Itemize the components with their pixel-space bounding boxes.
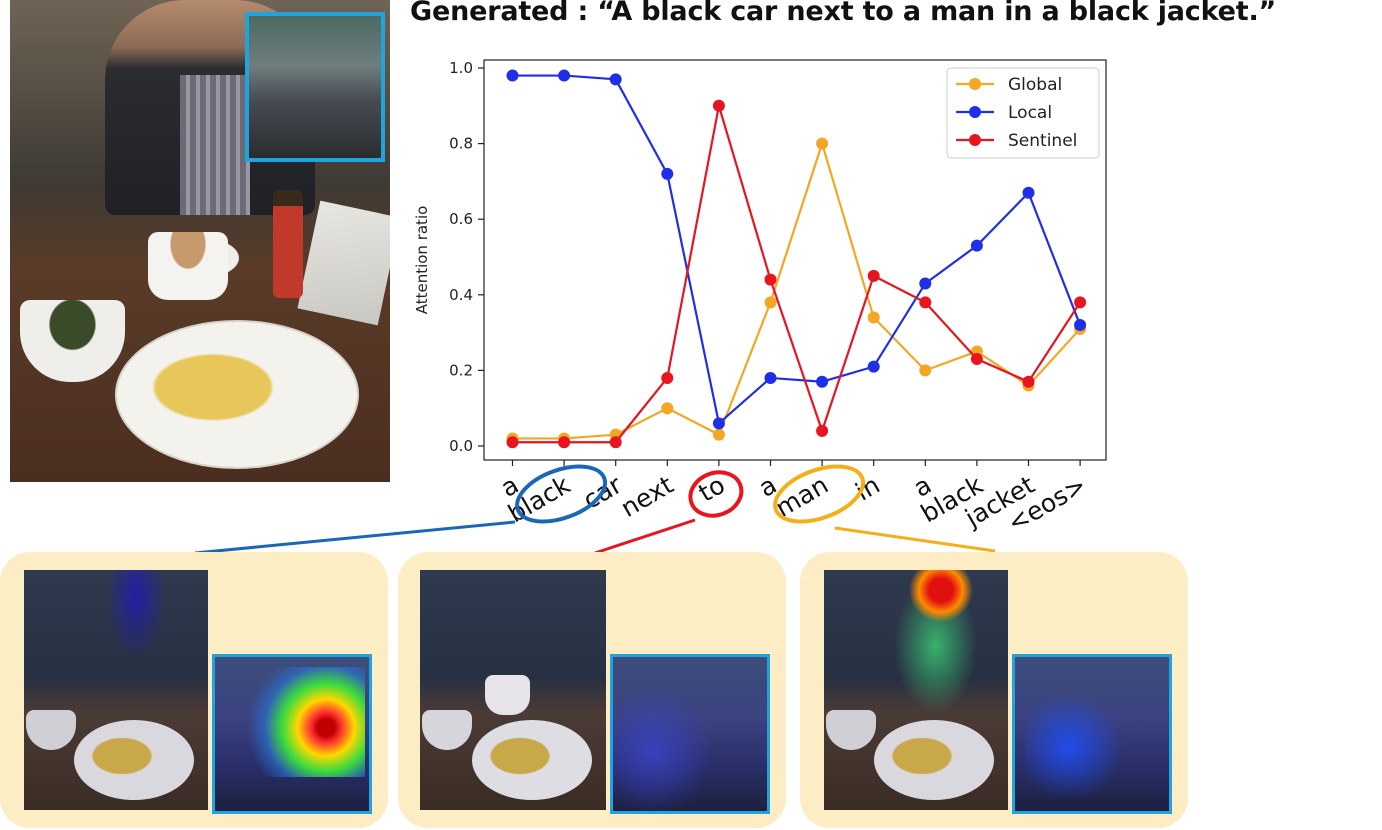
legend-label: Local — [1008, 103, 1052, 123]
y-tick-label: 0.2 — [449, 361, 473, 379]
panel-black-word — [0, 552, 388, 828]
data-point-local — [816, 375, 829, 388]
legend-marker — [969, 78, 981, 90]
legend-label: Global — [1008, 75, 1062, 95]
striped-shirt — [180, 75, 250, 215]
hot-sauce-bottle — [273, 190, 303, 298]
data-point-local — [919, 277, 932, 290]
data-point-local — [970, 239, 983, 252]
coffee-cup — [148, 232, 228, 300]
legend-frame — [946, 67, 1100, 159]
data-point-local — [712, 417, 725, 430]
data-point-sentinel — [609, 436, 622, 449]
x-tick-label: next — [616, 470, 679, 523]
y-tick-label: 0.6 — [449, 210, 473, 228]
series-line-local — [512, 74, 1082, 426]
panel-man-word — [800, 552, 1188, 828]
data-point-local — [764, 371, 777, 384]
y-tick-label: 0.0 — [449, 437, 473, 455]
global-attention-thumb — [824, 570, 1008, 810]
x-tick-label: to — [694, 470, 730, 508]
y-tick-label: 0.8 — [449, 135, 473, 153]
data-point-local — [1022, 186, 1035, 199]
data-point-global — [816, 137, 829, 150]
series-layer — [506, 69, 1087, 449]
data-point-sentinel — [867, 269, 880, 282]
data-point-local — [1074, 319, 1087, 332]
word-highlights — [515, 464, 866, 524]
data-point-global — [661, 402, 674, 415]
data-point-local — [867, 360, 880, 373]
data-point-sentinel — [661, 371, 674, 384]
data-point-sentinel — [816, 424, 829, 437]
word-highlight-circle — [773, 464, 866, 524]
legend-marker — [969, 134, 981, 146]
data-point-local — [558, 69, 571, 82]
local-attention-thumb — [212, 654, 372, 814]
data-point-local — [506, 69, 519, 82]
plot-area-frame — [483, 59, 1107, 461]
data-point-sentinel — [558, 436, 571, 449]
data-point-global — [764, 296, 777, 309]
y-tick-label: 1.0 — [449, 59, 473, 77]
global-attention-thumb — [24, 570, 208, 810]
data-point-global — [919, 364, 932, 377]
data-point-sentinel — [1074, 296, 1087, 309]
data-point-sentinel — [506, 436, 519, 449]
data-point-sentinel — [919, 296, 932, 309]
data-point-sentinel — [970, 353, 983, 366]
car-region-box — [245, 12, 385, 162]
data-point-sentinel — [764, 273, 777, 286]
y-axis: 0.0 0.2 0.4 0.6 0.8 1.0 — [449, 59, 484, 455]
local-attention-thumb — [1012, 654, 1172, 814]
series-line-sentinel — [512, 105, 1082, 444]
generated-caption: Generated : “A black car next to a man i… — [410, 0, 1277, 27]
panel-to-word — [398, 552, 786, 828]
data-point-local — [661, 167, 674, 180]
word-highlight-circle — [515, 464, 608, 524]
legend-marker — [969, 106, 981, 118]
y-tick-label: 0.4 — [449, 286, 473, 304]
data-point-global — [867, 311, 880, 324]
series-line-global — [512, 139, 1081, 440]
data-point-sentinel — [1022, 375, 1035, 388]
legend-label: Sentinel — [1008, 131, 1077, 151]
global-attention-thumb — [420, 570, 606, 810]
data-point-local — [609, 73, 622, 86]
side-bowl — [20, 300, 125, 382]
local-attention-thumb — [610, 654, 770, 814]
data-point-global — [712, 428, 725, 441]
y-axis-label: Attention ratio — [413, 206, 431, 315]
breakfast-plate — [115, 320, 359, 469]
word-highlight-circle — [688, 470, 744, 518]
legend: Global Local Sentinel — [946, 67, 1100, 159]
newspaper — [297, 200, 390, 326]
data-point-sentinel — [712, 99, 725, 112]
